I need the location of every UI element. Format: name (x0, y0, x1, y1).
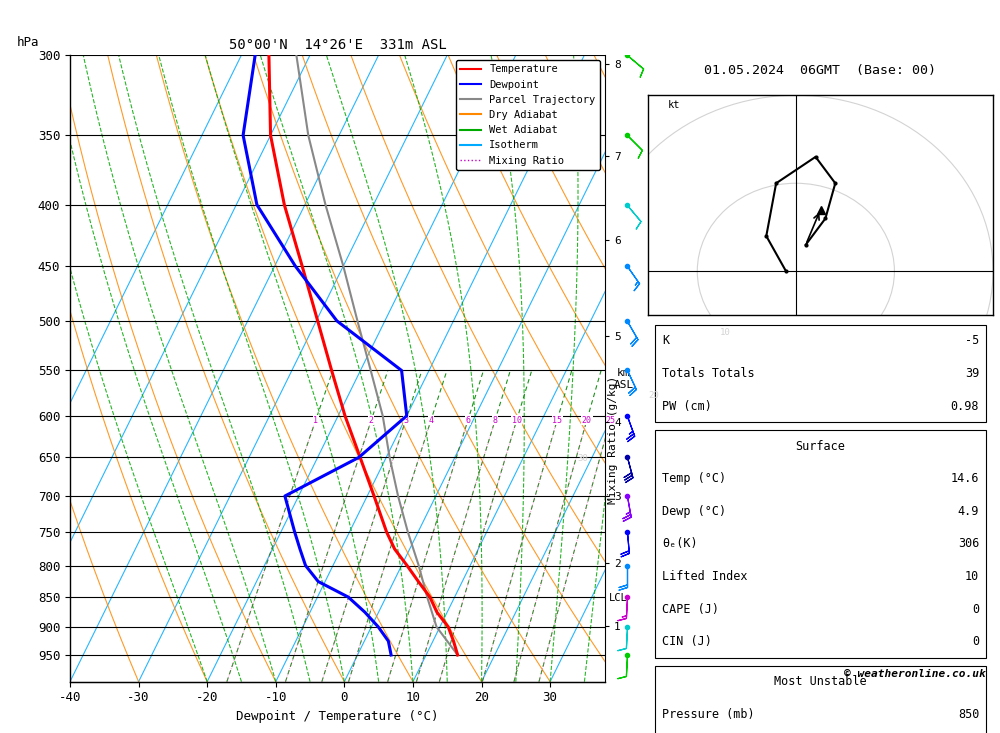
Text: Most Unstable: Most Unstable (774, 675, 867, 688)
Text: 30: 30 (578, 454, 588, 463)
Text: Dewp (°C): Dewp (°C) (662, 505, 726, 517)
Text: hPa: hPa (16, 36, 39, 48)
Y-axis label: km
ASL: km ASL (613, 369, 634, 390)
Title: 50°00'N  14°26'E  331m ASL: 50°00'N 14°26'E 331m ASL (229, 38, 446, 53)
Text: 2: 2 (369, 416, 374, 424)
Text: CIN (J): CIN (J) (662, 636, 712, 648)
Text: 39: 39 (965, 367, 979, 380)
Text: Lifted Index: Lifted Index (662, 570, 747, 583)
Text: θₑ(K): θₑ(K) (662, 537, 697, 550)
Legend: Temperature, Dewpoint, Parcel Trajectory, Dry Adiabat, Wet Adiabat, Isotherm, Mi: Temperature, Dewpoint, Parcel Trajectory… (456, 60, 600, 170)
Text: Totals Totals: Totals Totals (662, 367, 754, 380)
Text: 0: 0 (972, 636, 979, 648)
Text: -5: -5 (965, 334, 979, 347)
Text: 306: 306 (958, 537, 979, 550)
X-axis label: Dewpoint / Temperature (°C): Dewpoint / Temperature (°C) (236, 710, 439, 723)
Text: 4.9: 4.9 (958, 505, 979, 517)
Text: 0: 0 (972, 603, 979, 616)
Text: LCL: LCL (609, 593, 628, 603)
Text: 10: 10 (720, 328, 730, 336)
Text: kt: kt (668, 100, 680, 111)
Text: Pressure (mb): Pressure (mb) (662, 708, 754, 721)
Text: © weatheronline.co.uk: © weatheronline.co.uk (844, 668, 986, 679)
Text: 10: 10 (512, 416, 522, 424)
Text: 3: 3 (403, 416, 408, 424)
Text: K: K (662, 334, 669, 347)
Text: 20: 20 (582, 416, 592, 424)
Text: 0.98: 0.98 (951, 399, 979, 413)
Text: 8: 8 (493, 416, 498, 424)
Text: 14.6: 14.6 (951, 472, 979, 485)
FancyBboxPatch shape (655, 666, 986, 733)
Text: Temp (°C): Temp (°C) (662, 472, 726, 485)
Text: 850: 850 (958, 708, 979, 721)
Text: 10: 10 (965, 570, 979, 583)
Text: 20: 20 (649, 391, 659, 400)
Text: 4: 4 (428, 416, 433, 424)
FancyBboxPatch shape (655, 325, 986, 422)
Text: 01.05.2024  06GMT  (Base: 00): 01.05.2024 06GMT (Base: 00) (704, 65, 936, 78)
Text: 6: 6 (465, 416, 470, 424)
Text: Surface: Surface (796, 440, 845, 453)
FancyBboxPatch shape (655, 430, 986, 658)
Text: PW (cm): PW (cm) (662, 399, 712, 413)
Text: 1: 1 (313, 416, 318, 424)
Text: 25: 25 (605, 416, 615, 424)
Text: CAPE (J): CAPE (J) (662, 603, 719, 616)
Text: Mixing Ratio (g/kg): Mixing Ratio (g/kg) (608, 376, 618, 504)
Text: 15: 15 (552, 416, 562, 424)
